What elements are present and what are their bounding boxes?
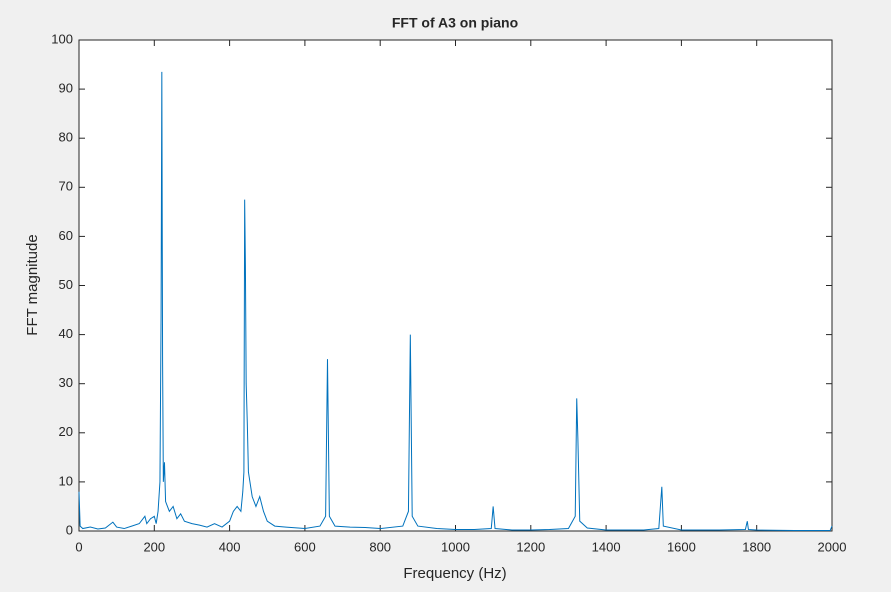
y-tick-label: 20 bbox=[59, 424, 73, 439]
data-line bbox=[78, 71, 833, 532]
x-tick-label: 1800 bbox=[742, 539, 771, 554]
y-tick-label: 50 bbox=[59, 277, 73, 292]
x-tick-label: 1400 bbox=[592, 539, 621, 554]
x-tick-label: 0 bbox=[75, 539, 82, 554]
x-tick-label: 1200 bbox=[516, 539, 545, 554]
y-tick-label: 0 bbox=[66, 522, 73, 537]
x-axis-label: Frequency (Hz) bbox=[403, 565, 506, 582]
x-tick-label: 800 bbox=[369, 539, 391, 554]
x-tick-label: 1000 bbox=[441, 539, 470, 554]
y-tick-label: 30 bbox=[59, 375, 73, 390]
y-axis-label: FFT magnitude bbox=[24, 234, 41, 335]
y-tick-label: 80 bbox=[59, 130, 73, 145]
y-tick-label: 100 bbox=[51, 31, 73, 46]
x-tick-label: 600 bbox=[294, 539, 316, 554]
y-tick-label: 40 bbox=[59, 326, 73, 341]
y-tick-label: 90 bbox=[59, 81, 73, 96]
x-tick-label: 2000 bbox=[818, 539, 847, 554]
y-tick-label: 10 bbox=[59, 473, 73, 488]
x-tick-label: 200 bbox=[143, 539, 165, 554]
y-tick-label: 60 bbox=[59, 228, 73, 243]
plot-area bbox=[78, 39, 833, 532]
y-tick-label: 70 bbox=[59, 179, 73, 194]
chart-title: FFT of A3 on piano bbox=[392, 15, 518, 31]
x-tick-label: 400 bbox=[219, 539, 241, 554]
x-tick-label: 1600 bbox=[667, 539, 696, 554]
